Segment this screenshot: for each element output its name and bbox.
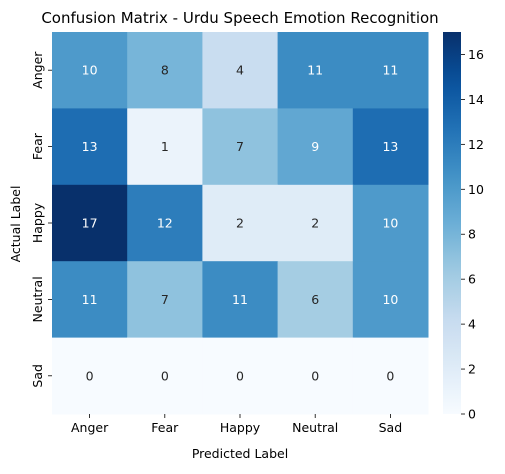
colorbar-tick-label: 14 <box>468 92 484 107</box>
heatmap-cell-neutral-happy <box>202 261 279 339</box>
heatmap-cell-value: 13 <box>382 139 398 154</box>
heatmap-cell-fear-anger <box>52 108 128 186</box>
heatmap-cell-sad-anger <box>52 337 128 415</box>
heatmap-cell-value: 11 <box>232 292 248 307</box>
x-tick-label: Neutral <box>292 420 338 435</box>
heatmap-cell-value: 11 <box>82 292 98 307</box>
heatmap-cell-anger-anger <box>52 32 128 109</box>
heatmap-cell-value: 4 <box>236 63 244 78</box>
heatmap-cell-sad-sad <box>352 337 429 415</box>
y-tick-label: Neutral <box>30 276 45 322</box>
heatmap-cell-sad-happy <box>202 337 279 415</box>
heatmap-cell-happy-happy <box>202 184 279 262</box>
heatmap-cell-fear-neutral <box>277 108 354 186</box>
heatmap-cell-anger-fear <box>127 32 203 109</box>
heatmap-cell-fear-sad <box>352 108 429 186</box>
heatmap-cell-value: 6 <box>311 292 319 307</box>
y-tick-label: Happy <box>30 202 45 243</box>
colorbar-tick-label: 10 <box>468 182 484 197</box>
colorbar-tick-label: 12 <box>468 137 484 152</box>
heatmap-cell-value: 11 <box>382 63 398 78</box>
colorbar-tick-label: 4 <box>468 317 476 332</box>
heatmap-cells <box>52 32 429 415</box>
heatmap-cell-value: 12 <box>157 216 173 231</box>
x-axis-ticks: Anger Fear Happy Neutral Sad <box>71 414 402 435</box>
heatmap-cell-anger-happy <box>202 32 279 109</box>
heatmap-cell-neutral-fear <box>127 261 203 339</box>
colorbar-tick-label: 2 <box>468 362 476 377</box>
heatmap-cell-happy-neutral <box>277 184 354 262</box>
y-tick-label: Anger <box>30 51 45 89</box>
heatmap-cell-value: 17 <box>82 216 98 231</box>
heatmap-cell-value: 13 <box>82 139 98 154</box>
heatmap-cell-anger-sad <box>352 32 429 109</box>
heatmap-cell-sad-fear <box>127 337 203 415</box>
heatmap-cell-anger-neutral <box>277 32 354 109</box>
y-axis-ticks: Anger Fear Happy Neutral Sad <box>30 51 52 388</box>
heatmap-cell-value: 11 <box>307 63 323 78</box>
heatmap-cell-happy-fear <box>127 184 203 262</box>
colorbar-gradient <box>443 32 461 414</box>
heatmap-cell-happy-anger <box>52 184 128 262</box>
heatmap-cell-value: 0 <box>86 368 94 383</box>
colorbar-tick-label: 6 <box>468 272 476 287</box>
heatmap-cell-sad-neutral <box>277 337 354 415</box>
heatmap-cell-value: 2 <box>311 216 319 231</box>
heatmap-cell-value: 10 <box>382 216 398 231</box>
chart-title: Confusion Matrix - Urdu Speech Emotion R… <box>41 9 438 27</box>
colorbar-tick-label: 0 <box>468 407 476 422</box>
heatmap-cell-fear-happy <box>202 108 279 186</box>
x-tick-label: Sad <box>379 420 403 435</box>
heatmap-cell-value: 0 <box>311 368 319 383</box>
heatmap-cell-value: 9 <box>311 139 319 154</box>
heatmap-cell-value: 2 <box>236 216 244 231</box>
heatmap-cell-value: 1 <box>161 139 169 154</box>
heatmap-cell-fear-fear <box>127 108 203 186</box>
x-tick-label: Anger <box>71 420 109 435</box>
heatmap-cell-neutral-neutral <box>277 261 354 339</box>
heatmap-cell-value: 0 <box>236 368 244 383</box>
colorbar-tick-label: 16 <box>468 47 484 62</box>
heatmap-cell-value: 7 <box>236 139 244 154</box>
x-axis-label: Predicted Label <box>192 446 288 461</box>
x-tick-label: Fear <box>151 420 179 435</box>
heatmap-cell-value: 10 <box>382 292 398 307</box>
heatmap-cell-happy-sad <box>352 184 429 262</box>
heatmap-cell-value: 10 <box>82 63 98 78</box>
heatmap-cell-neutral-anger <box>52 261 128 339</box>
heatmap-cell-value: 0 <box>161 368 169 383</box>
heatmap-cell-value: 8 <box>161 63 169 78</box>
colorbar-tick-label: 8 <box>468 227 476 242</box>
y-axis-label: Actual Label <box>8 186 23 263</box>
colorbar: 0 2 4 6 8 10 12 14 16 <box>443 32 484 422</box>
y-tick-label: Sad <box>30 364 45 388</box>
heatmap-cell-neutral-sad <box>352 261 429 339</box>
y-tick-label: Fear <box>30 132 45 160</box>
heatmap-cell-value: 7 <box>161 292 169 307</box>
x-tick-label: Happy <box>220 420 261 435</box>
heatmap-cell-value: 0 <box>386 368 394 383</box>
